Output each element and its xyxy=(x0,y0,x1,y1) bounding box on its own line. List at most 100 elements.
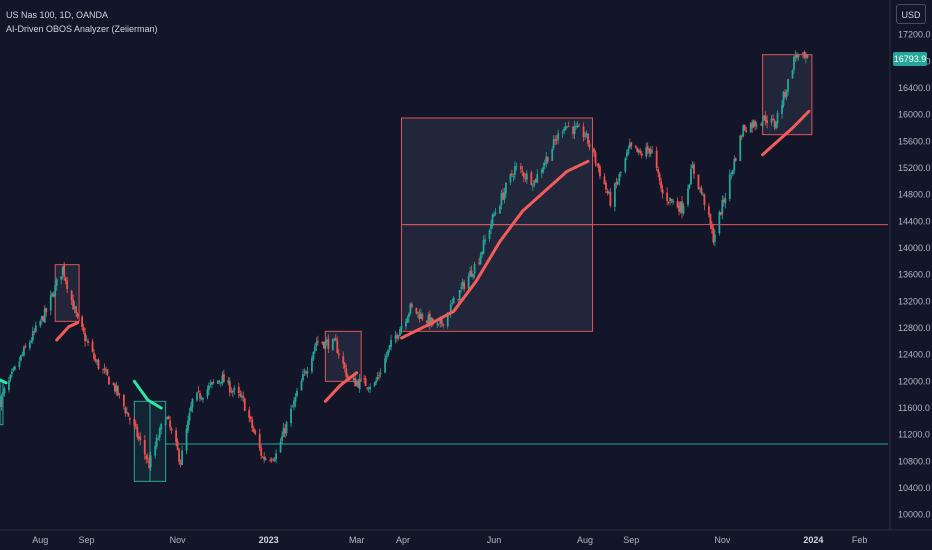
candle-body-231 xyxy=(481,251,483,255)
candle-body-156 xyxy=(324,340,327,349)
candle-body-322 xyxy=(670,199,673,201)
candle-body-350 xyxy=(730,172,733,174)
candle-body-257 xyxy=(534,178,537,182)
candle-body-67 xyxy=(137,436,140,439)
candle-body-368 xyxy=(766,120,769,124)
candle-body-4 xyxy=(8,380,10,390)
candle-body-65 xyxy=(134,423,137,427)
candle-body-45 xyxy=(93,352,95,359)
candle-body-187 xyxy=(388,345,391,350)
candle-body-272 xyxy=(566,126,569,128)
symbol-title[interactable]: US Nas 100, 1D, OANDA xyxy=(6,10,109,20)
candle-body-249 xyxy=(519,166,522,170)
candle-body-16 xyxy=(31,331,34,341)
level-lines xyxy=(165,224,888,445)
candle-body-181 xyxy=(376,376,379,380)
candle-body-20 xyxy=(40,316,43,320)
candle-body-92 xyxy=(190,406,192,412)
candle-body-152 xyxy=(315,342,318,346)
candle-body-240 xyxy=(500,193,503,205)
candle-body-86 xyxy=(178,449,180,462)
candle-body-104 xyxy=(216,380,219,384)
candle-body-143 xyxy=(296,390,298,397)
candle-body-387 xyxy=(806,54,809,58)
candle-body-262 xyxy=(545,156,548,164)
candle-body-72 xyxy=(148,459,151,468)
candle-body-335 xyxy=(699,187,701,189)
candle-body-315 xyxy=(657,169,660,173)
candle-body-115 xyxy=(239,393,242,397)
candle-body-314 xyxy=(655,150,658,168)
candle-body-327 xyxy=(681,201,683,214)
candle-body-53 xyxy=(108,376,110,385)
candle-body-247 xyxy=(513,166,516,175)
candle-body-13 xyxy=(24,345,27,348)
currency-button[interactable]: USD xyxy=(896,4,926,24)
candle-body-207 xyxy=(430,317,433,326)
candle-body-25 xyxy=(51,292,54,296)
candle-body-24 xyxy=(49,295,52,311)
candle-body-109 xyxy=(227,380,230,384)
candle-body-210 xyxy=(437,323,440,325)
candle-body-274 xyxy=(572,126,574,134)
candle-body-372 xyxy=(775,122,777,129)
candle-body-99 xyxy=(206,389,209,397)
candle-body-337 xyxy=(702,193,704,195)
candle-body-71 xyxy=(146,458,149,459)
candle-body-68 xyxy=(139,436,142,441)
candle-body-167 xyxy=(346,375,349,378)
candle-body-316 xyxy=(658,173,661,181)
candle-body-148 xyxy=(306,371,309,374)
candle-body-267 xyxy=(555,140,558,141)
candle-body-103 xyxy=(212,382,215,383)
candle-body-91 xyxy=(188,412,191,421)
candle-body-201 xyxy=(418,313,421,320)
candle-body-110 xyxy=(228,381,231,393)
overbought-ma-1 xyxy=(323,371,359,403)
candle-body-146 xyxy=(303,371,306,373)
candle-body-308 xyxy=(640,153,643,156)
candle-body-278 xyxy=(578,125,580,127)
candle-body-117 xyxy=(242,395,245,398)
candle-body-28 xyxy=(55,279,58,286)
candle-body-169 xyxy=(352,378,355,381)
candle-body-83 xyxy=(170,428,173,431)
candle-body-136 xyxy=(282,427,285,437)
candle-body-23 xyxy=(45,308,48,312)
candle-body-385 xyxy=(803,52,806,58)
candle-body-237 xyxy=(493,214,495,216)
candle-body-139 xyxy=(290,408,292,424)
candle-body-286 xyxy=(596,163,598,165)
candle-body-145 xyxy=(302,374,304,381)
candle-body-174 xyxy=(363,378,366,380)
time-axis[interactable]: Aug Sep Nov 2023 Mar Apr Jun Aug Sep Nov 2024 Feb xyxy=(32,535,867,545)
candle-body-108 xyxy=(222,374,225,383)
candle-body-196 xyxy=(408,313,410,318)
candle-body-300 xyxy=(625,152,628,157)
time-tick-label-2: Nov xyxy=(170,535,187,545)
time-tick-label-11: Feb xyxy=(852,535,868,545)
candle-body-122 xyxy=(252,428,255,432)
candle-body-175 xyxy=(364,378,367,387)
candle-body-383 xyxy=(797,53,800,57)
candle-body-73 xyxy=(149,455,152,467)
candle-body-324 xyxy=(676,201,679,208)
candle-body-351 xyxy=(731,170,734,175)
candle-body-78 xyxy=(160,424,163,430)
candle-body-47 xyxy=(96,360,98,363)
candle-body-62 xyxy=(127,412,130,417)
price-axis[interactable]: 10000.0 10400.0 10800.0 11200.0 11600.0 12000… xyxy=(898,30,931,520)
candle-body-279 xyxy=(582,126,585,137)
candle-body-56 xyxy=(115,385,118,392)
candle-body-63 xyxy=(128,418,131,420)
candle-body-309 xyxy=(645,147,648,157)
candle-body-172 xyxy=(357,381,360,388)
indicator-title[interactable]: AI-Driven OBOS Analyzer (Zeiierman) xyxy=(6,24,158,34)
candle-body-358 xyxy=(745,130,748,132)
candle-body-328 xyxy=(682,205,685,214)
price-tick-label-12: 14800.0 xyxy=(898,190,931,200)
candle-body-265 xyxy=(552,139,555,148)
candle-body-369 xyxy=(770,118,773,123)
candle-body-298 xyxy=(619,171,622,173)
